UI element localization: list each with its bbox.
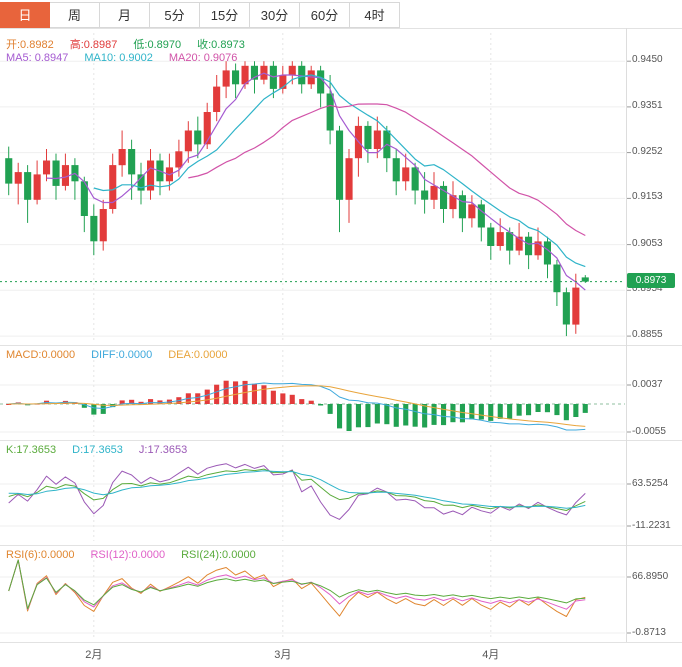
y-axis-label: 0.0037 [632, 379, 663, 390]
tab-60min[interactable]: 60分 [300, 2, 350, 28]
dea-value: DEA:0.0000 [168, 349, 228, 361]
ma-readout: MA5: 0.8947 MA10: 0.9002 MA20: 0.9076 [6, 52, 237, 64]
open-readout: 开:0.8982 [6, 39, 54, 51]
x-axis-month-label: 2月 [85, 649, 103, 661]
high-readout: 高:0.8987 [69, 39, 118, 51]
j-value: J:17.3653 [138, 444, 188, 456]
x-axis-month-label: 4月 [482, 649, 500, 661]
current-price-badge: 0.8973 [627, 273, 675, 288]
y-axis-label: 0.9153 [632, 191, 663, 202]
timeframe-tabbar: 日 周 月 5分 15分 30分 60分 4时 [0, 0, 682, 28]
k-value: K:17.3653 [6, 444, 57, 456]
y-axis-label: 63.5254 [632, 478, 669, 489]
tab-weekly[interactable]: 周 [50, 2, 100, 28]
ohlc-readout: 开:0.8982 高:0.8987 低:0.8970 收:0.8973 [6, 36, 245, 52]
rsi24-value: RSI(24):0.0000 [181, 549, 256, 561]
y-axis-label: 0.9053 [632, 238, 663, 249]
y-axis-label: 66.8950 [632, 571, 669, 582]
y-axis-label: 0.8954 [632, 283, 663, 294]
axis-separator [626, 28, 627, 642]
kdj-panel[interactable] [0, 440, 682, 545]
x-axis-month-label: 3月 [274, 649, 292, 661]
y-axis-label: -11.2231 [632, 520, 671, 531]
macd-panel[interactable] [0, 345, 682, 440]
macd-readout: MACD:0.0000 DIFF:0.0000 DEA:0.0000 [6, 349, 228, 361]
tab-monthly[interactable]: 月 [100, 2, 150, 28]
ma10-readout: MA10: 0.9002 [84, 52, 153, 64]
x-axis [0, 642, 682, 667]
ma5-readout: MA5: 0.8947 [6, 52, 69, 64]
kdj-readout: K:17.3653 D:17.3653 J:17.3653 [6, 444, 187, 456]
low-readout: 低:0.8970 [133, 39, 182, 51]
tab-5min[interactable]: 5分 [150, 2, 200, 28]
tab-daily[interactable]: 日 [0, 2, 50, 28]
d-value: D:17.3653 [72, 444, 123, 456]
rsi6-value: RSI(6):0.0000 [6, 549, 75, 561]
macd-value: MACD:0.0000 [6, 349, 76, 361]
y-axis-label: 0.9252 [632, 146, 663, 157]
ma20-readout: MA20: 0.9076 [168, 52, 238, 64]
close-readout: 收:0.8973 [197, 39, 245, 51]
y-axis-label: 0.9450 [632, 54, 663, 65]
y-axis-label: -0.0055 [632, 426, 666, 437]
rsi-readout: RSI(6):0.0000 RSI(12):0.0000 RSI(24):0.0… [6, 549, 256, 561]
y-axis-label: -0.8713 [632, 627, 666, 638]
y-axis-label: 0.9351 [632, 100, 663, 111]
rsi-panel[interactable] [0, 545, 682, 642]
candlestick-panel[interactable] [0, 28, 682, 345]
tab-30min[interactable]: 30分 [250, 2, 300, 28]
tab-15min[interactable]: 15分 [200, 2, 250, 28]
diff-value: DIFF:0.0000 [91, 349, 153, 361]
y-axis-label: 0.8855 [632, 329, 663, 340]
tab-4hour[interactable]: 4时 [350, 2, 400, 28]
rsi12-value: RSI(12):0.0000 [90, 549, 166, 561]
